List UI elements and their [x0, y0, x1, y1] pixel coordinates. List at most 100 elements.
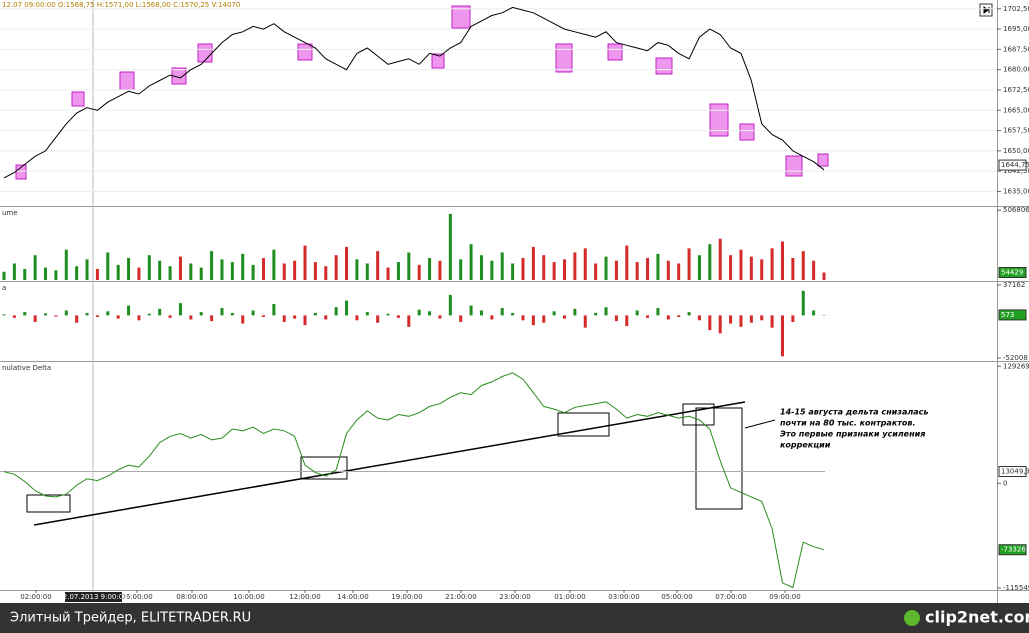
bar — [542, 255, 546, 280]
bar — [531, 246, 535, 280]
bar — [687, 312, 691, 316]
value-badge-label: -73326 — [1001, 546, 1026, 554]
y-tick-label: 1695,00 — [1003, 25, 1029, 33]
signal-box — [739, 123, 755, 141]
highlight-box — [300, 456, 348, 480]
background — [0, 0, 1029, 603]
highlight-box — [695, 407, 743, 510]
panel-title: a — [2, 284, 6, 292]
y-tick-label: 506806 — [1003, 206, 1029, 214]
bar — [573, 308, 577, 316]
bar — [396, 315, 400, 318]
bar — [386, 313, 390, 316]
signal-box — [607, 43, 623, 61]
y-tick-label: -52008 — [1003, 354, 1028, 362]
value-badge-label: 54429 — [1001, 269, 1023, 277]
bar — [75, 315, 79, 323]
highlight-box — [557, 412, 610, 437]
bar — [646, 257, 650, 280]
bar — [677, 263, 681, 280]
bar — [293, 315, 297, 319]
bar — [666, 260, 670, 280]
bar — [780, 315, 784, 357]
bar — [469, 244, 473, 280]
signal-box — [817, 153, 829, 167]
bar — [791, 315, 795, 322]
y-tick-label: 37162 — [1003, 281, 1025, 289]
value-badge — [998, 466, 1027, 478]
highlight-box — [26, 494, 71, 513]
annotation: Это первые признаки усиления — [780, 430, 925, 439]
bar — [116, 315, 120, 319]
bar — [521, 257, 525, 280]
bar — [490, 315, 494, 320]
bar — [749, 256, 753, 280]
bar — [729, 315, 733, 324]
bar — [282, 263, 286, 280]
y-tick-label: 0 — [1003, 479, 1007, 487]
bar — [573, 252, 577, 280]
bar — [365, 263, 369, 280]
bar — [552, 262, 556, 280]
bar — [718, 238, 722, 280]
bar — [365, 312, 369, 316]
pointer-line — [744, 419, 776, 429]
bar — [355, 315, 359, 321]
bar — [459, 315, 463, 322]
bar — [137, 267, 141, 280]
bar — [33, 315, 37, 322]
x-tick-label: 19:00:00 — [391, 593, 422, 601]
bar — [2, 314, 6, 316]
bar — [158, 308, 162, 316]
value-badge-label: 1644,75 — [1001, 161, 1029, 169]
bar — [407, 315, 411, 327]
y-tick-label: 1657,50 — [1003, 127, 1029, 135]
signal-box — [15, 164, 27, 180]
bar — [147, 313, 151, 316]
bar — [729, 255, 733, 280]
bar — [189, 315, 193, 320]
bar — [760, 315, 764, 321]
bar — [531, 315, 535, 326]
bar — [116, 264, 120, 280]
bar — [490, 260, 494, 280]
bar — [293, 260, 297, 280]
bar — [801, 251, 805, 280]
x-tick-label: 08:00:00 — [176, 593, 207, 601]
footer-right: clip2net.com — [925, 608, 1029, 627]
bar — [760, 259, 764, 280]
bar — [313, 262, 317, 280]
bar — [230, 312, 234, 316]
x-tick-label: 09:00:00 — [769, 593, 800, 601]
value-badge — [998, 159, 1027, 171]
bar — [147, 255, 151, 280]
bar — [12, 315, 16, 318]
bar — [189, 263, 193, 280]
y-tick-label: 1665,00 — [1003, 106, 1029, 114]
bar — [33, 255, 37, 280]
bar — [614, 260, 618, 280]
bar — [396, 262, 400, 280]
bar — [718, 315, 722, 334]
y-tick-label: 1650,00 — [1003, 147, 1029, 155]
annotation: почти на 80 тыс. контрактов. — [780, 419, 916, 428]
bar — [85, 259, 89, 280]
x-tick-label: 06:00:00 — [121, 593, 152, 601]
y-tick-label: 1635,00 — [1003, 187, 1029, 195]
bar — [199, 312, 203, 316]
bar — [521, 315, 525, 321]
bar — [23, 312, 27, 316]
bar — [324, 266, 328, 280]
bar — [95, 315, 99, 318]
signal-box — [451, 5, 471, 29]
x-tick-label: 14:00:00 — [337, 593, 368, 601]
bar — [511, 312, 515, 316]
bar — [303, 245, 307, 280]
bar — [563, 259, 567, 280]
bar — [635, 262, 639, 280]
bar — [583, 315, 587, 328]
bar — [158, 260, 162, 280]
x-tick-label: 02:00:00 — [20, 593, 51, 601]
bar — [583, 248, 587, 280]
